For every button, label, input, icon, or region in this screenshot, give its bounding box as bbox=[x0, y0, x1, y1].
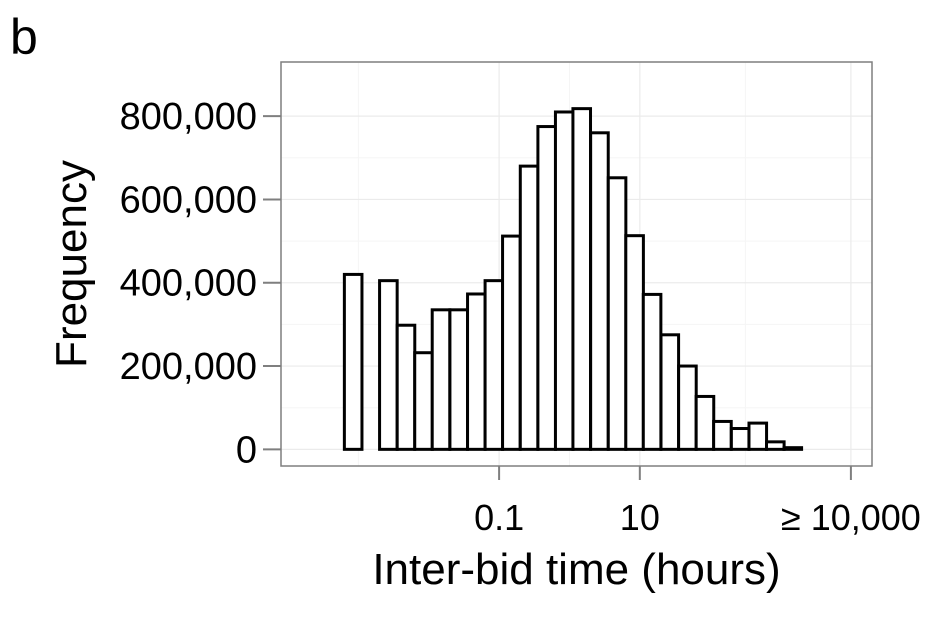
histogram-bar bbox=[342, 272, 364, 451]
histogram-bar bbox=[466, 292, 487, 451]
histogram-bar bbox=[589, 131, 610, 451]
histogram-bar bbox=[765, 440, 786, 451]
histogram-bar bbox=[659, 333, 681, 451]
histogram-bar bbox=[747, 421, 769, 451]
histogram-bar bbox=[553, 110, 575, 451]
x-axis: 0.1 10 ≥ 10,000 bbox=[474, 466, 921, 538]
y-axis-label: Frequency bbox=[47, 160, 96, 368]
y-tick-label: 600,000 bbox=[120, 179, 257, 221]
histogram-bar bbox=[501, 234, 522, 451]
histogram-bar bbox=[712, 419, 733, 451]
histogram-bar bbox=[413, 351, 434, 451]
histogram-bar bbox=[624, 234, 645, 451]
x-tick-label: ≥ 10,000 bbox=[781, 497, 921, 538]
histogram-bar bbox=[378, 279, 399, 451]
histogram-bar bbox=[782, 446, 804, 451]
x-tick-label: 0.1 bbox=[474, 497, 524, 538]
y-tick-label: 0 bbox=[236, 429, 257, 471]
y-tick-label: 400,000 bbox=[120, 263, 257, 305]
histogram-bar bbox=[518, 164, 540, 451]
histogram-bar bbox=[729, 427, 751, 451]
histogram-bars bbox=[342, 107, 804, 451]
plot-border bbox=[280, 61, 873, 467]
y-tick-label: 200,000 bbox=[120, 346, 257, 388]
histogram-bar bbox=[395, 323, 417, 451]
histogram-bar bbox=[606, 176, 628, 451]
histogram-bar bbox=[448, 308, 470, 451]
histogram-bar bbox=[571, 107, 593, 451]
x-axis-label: Inter-bid time (hours) bbox=[372, 545, 780, 594]
panel-label: b bbox=[10, 9, 38, 65]
histogram-bar bbox=[694, 394, 716, 451]
y-tick-label: 800,000 bbox=[120, 96, 257, 138]
histogram-bar bbox=[430, 308, 452, 451]
histogram-bar bbox=[641, 292, 663, 451]
histogram-bar bbox=[677, 364, 698, 451]
x-tick-label: 10 bbox=[620, 497, 660, 538]
y-axis: 0 200,000 400,000 600,000 800,000 bbox=[120, 96, 281, 471]
histogram-bar bbox=[483, 279, 505, 451]
histogram-bar bbox=[536, 125, 557, 451]
